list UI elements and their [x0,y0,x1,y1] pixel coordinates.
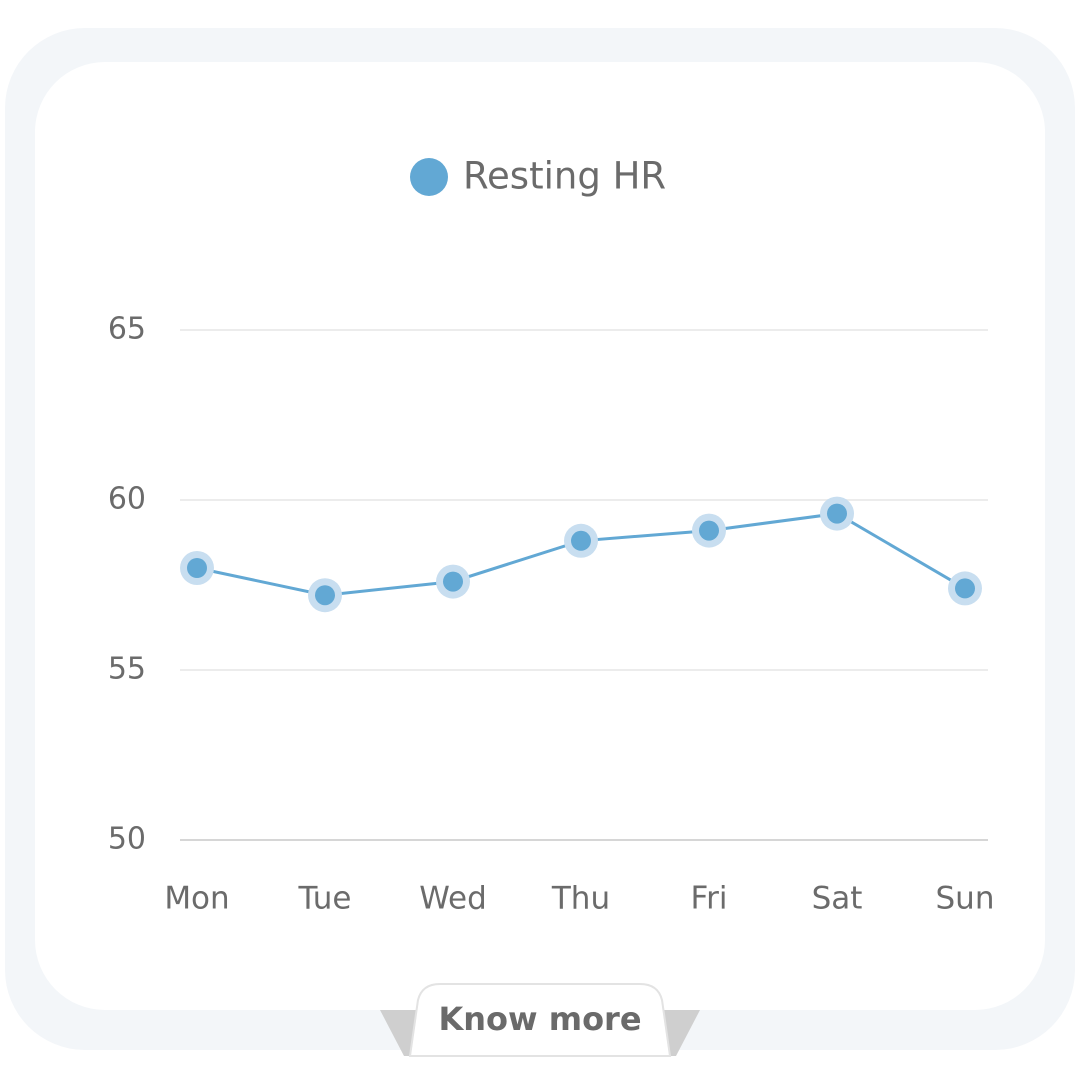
point [187,558,207,578]
y-tick-label: 55 [108,652,146,687]
point [699,520,719,541]
point [827,503,847,524]
x-tick-label: Fri [691,881,728,917]
y-tick-label: 50 [108,822,146,857]
point [955,578,975,599]
y-tick-label: 65 [108,312,146,347]
legend-swatch [410,158,448,196]
y-tick-label: 60 [108,482,146,517]
x-tick-label: Sat [812,881,863,917]
x-tick-label: Mon [164,881,229,917]
x-tick-label: Thu [551,881,610,917]
x-tick-label: Sun [936,881,995,917]
point [443,571,463,592]
card [35,62,1045,1010]
x-tick-label: Tue [298,881,352,917]
x-tick-label: Wed [419,881,487,917]
button-label[interactable]: Know more [438,1000,641,1038]
point [315,585,335,606]
legend-label: Resting HR [463,155,666,198]
point [571,530,591,551]
button-tab[interactable] [408,983,672,1057]
